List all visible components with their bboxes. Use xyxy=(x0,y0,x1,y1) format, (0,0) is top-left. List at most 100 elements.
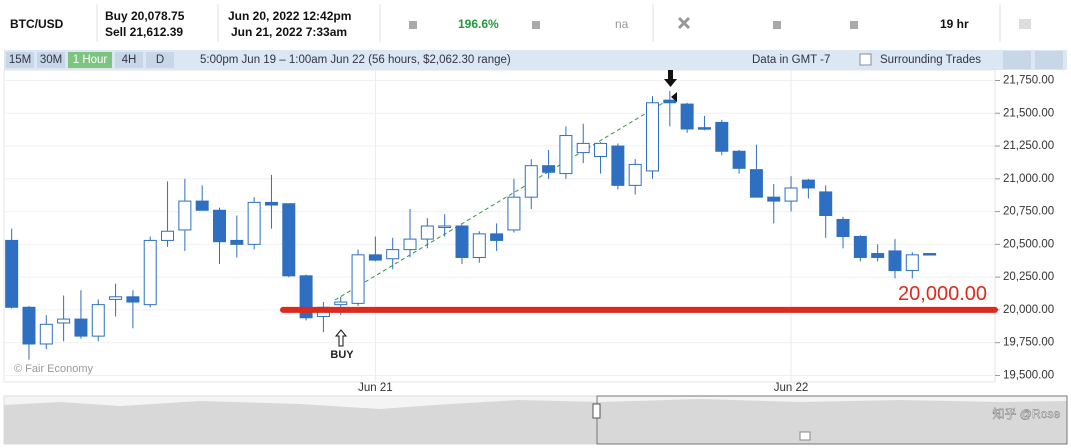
buy-price: Buy 20,078.75 xyxy=(105,9,185,23)
surrounding-trades[interactable]: Surrounding Trades xyxy=(880,54,981,66)
timeframe-button[interactable] xyxy=(146,52,174,68)
pair: BTC/USD xyxy=(10,17,64,31)
candle-body xyxy=(594,142,608,158)
y-tick-label: 21,750.00 xyxy=(1003,75,1054,87)
navigator-window[interactable] xyxy=(596,395,1068,445)
timeframe-button[interactable] xyxy=(115,52,143,68)
candle-body xyxy=(91,304,105,337)
candle-body xyxy=(178,200,192,231)
x-tick-label: Jun 22 xyxy=(774,382,809,394)
candle-body xyxy=(161,230,175,241)
candle-body xyxy=(542,165,556,173)
candle-body xyxy=(732,150,746,169)
candle-body xyxy=(22,306,36,345)
candle-body xyxy=(230,239,244,245)
timeframes: 15M 30M 1 Hour 4H D xyxy=(6,52,174,68)
zoom-button[interactable] xyxy=(1003,51,1031,69)
settings-button[interactable] xyxy=(1035,51,1063,69)
candle-body xyxy=(74,318,88,337)
buy-arrow xyxy=(334,329,348,347)
candle-body xyxy=(611,145,625,186)
candle-body xyxy=(438,225,452,228)
y-tick-label: 21,500.00 xyxy=(1003,107,1054,119)
candle-body xyxy=(836,218,850,237)
candle-body xyxy=(819,191,833,217)
y-tick-label: 21,250.00 xyxy=(1003,140,1054,152)
lock-icons xyxy=(409,19,1031,29)
sell-pointer xyxy=(671,92,677,102)
y-tick-label: 19,500.00 xyxy=(1003,369,1054,381)
credit: 知乎 @Rose xyxy=(992,407,1060,421)
candle-body xyxy=(923,253,937,256)
sell-price: Sell 21,612.39 xyxy=(105,25,183,39)
candle-body xyxy=(334,301,348,306)
navigator-handle[interactable] xyxy=(592,403,601,419)
candle-body xyxy=(455,225,469,258)
candle-body xyxy=(403,238,417,251)
candle-body xyxy=(420,225,434,240)
y-tick-label: 20,750.00 xyxy=(1003,206,1054,218)
y-tick-label: 20,250.00 xyxy=(1003,271,1054,283)
plot-area xyxy=(3,69,996,383)
candle-body xyxy=(576,142,590,154)
candle-body xyxy=(888,250,902,272)
y-tick-label: 19,750.00 xyxy=(1003,337,1054,349)
y-tick-label: 21,000.00 xyxy=(1003,173,1054,185)
candle-body xyxy=(57,318,71,324)
candle-body xyxy=(351,254,365,304)
candle-body xyxy=(680,103,694,130)
candle-body xyxy=(559,135,573,175)
navigator-scroll[interactable] xyxy=(799,431,811,441)
change: 196.6% xyxy=(458,17,499,31)
toolbar-bg xyxy=(4,50,1067,70)
candle-body xyxy=(5,239,19,308)
timeframe-button[interactable] xyxy=(68,52,112,68)
navigator-area xyxy=(4,399,1067,444)
candles xyxy=(5,90,937,360)
timezone[interactable]: Data in GMT -7 xyxy=(752,54,830,66)
watermark: © Fair Economy xyxy=(14,363,94,375)
candle-body xyxy=(784,187,798,202)
timeframe-label[interactable]: 30M xyxy=(40,54,62,66)
candle-body xyxy=(368,254,382,261)
candle-body xyxy=(697,127,711,130)
candle-body xyxy=(264,201,278,206)
candle-body xyxy=(195,200,209,211)
candle-body xyxy=(871,253,885,258)
candle-body xyxy=(524,165,538,198)
na: na xyxy=(615,17,629,31)
candle-body xyxy=(628,163,642,186)
candle-body xyxy=(767,196,781,202)
candle-body xyxy=(247,201,261,245)
candle-body xyxy=(472,233,486,258)
timeframe-label[interactable]: 4H xyxy=(122,54,137,66)
candle-body xyxy=(905,254,919,272)
candle-body xyxy=(490,233,504,241)
candle-body xyxy=(213,209,226,243)
open-time: Jun 20, 2022 12:42pm xyxy=(228,9,351,23)
candle-body xyxy=(853,235,867,258)
y-tick-label: 20,500.00 xyxy=(1003,238,1054,250)
candle-body xyxy=(663,99,677,104)
timeframe-button[interactable] xyxy=(37,52,65,68)
candle-body xyxy=(801,179,815,189)
candle-body xyxy=(39,323,53,345)
timeframe-label[interactable]: D xyxy=(156,54,164,66)
candle-body xyxy=(109,296,123,300)
y-tick-label: 20,000.00 xyxy=(1003,304,1054,316)
candle-body xyxy=(386,249,400,260)
candle-body xyxy=(507,196,521,231)
timeframe-button[interactable] xyxy=(6,52,34,68)
timeframe-label[interactable]: 1 Hour xyxy=(73,54,108,66)
close-icon[interactable] xyxy=(677,16,691,30)
candle-body xyxy=(143,239,157,306)
checkbox[interactable] xyxy=(859,53,872,66)
sell-arrow xyxy=(664,70,677,87)
timeframe-label[interactable]: 15M xyxy=(9,54,31,66)
close-time: Jun 21, 2022 7:33am xyxy=(231,25,347,39)
level-label: 20,000.00 xyxy=(898,283,987,305)
range-text: 5:00pm Jun 19 – 1:00am Jun 22 (56 hours,… xyxy=(200,54,511,66)
candle-body xyxy=(126,296,140,303)
x-tick-label: Jun 21 xyxy=(358,382,393,394)
